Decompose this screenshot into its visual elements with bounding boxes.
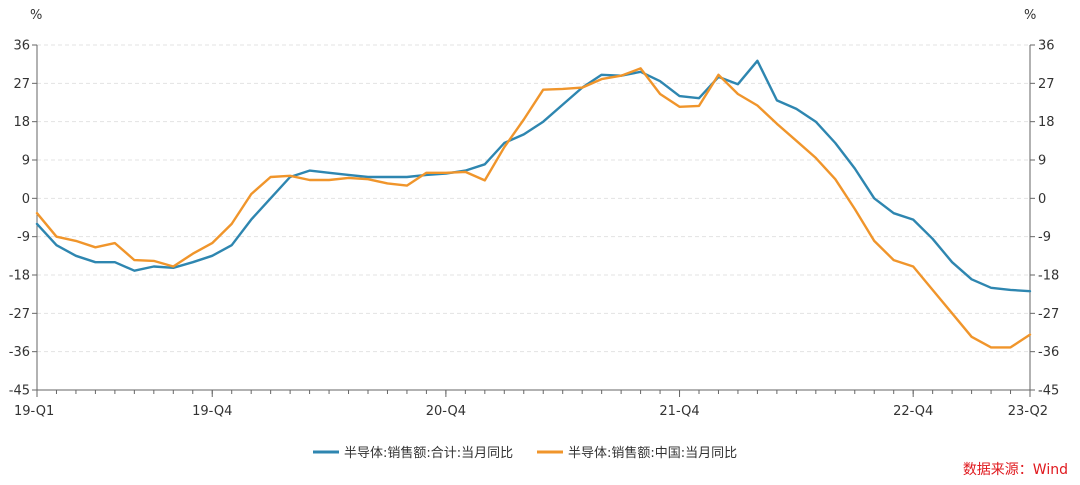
right-y-ticks: 36 27 18 9 0 -9 -18 -27 -36 -45 (1030, 39, 1059, 399)
legend-label-1: 半导体:销售额:合计:当月同比 (344, 445, 513, 461)
y-tick-label: -27 (9, 307, 30, 322)
y-tick-label: 27 (13, 77, 30, 92)
y-tick-label: 36 (13, 39, 30, 54)
y-tick-label: -36 (1038, 345, 1059, 360)
y-tick-label: -18 (9, 269, 30, 284)
gridlines (37, 44, 1030, 391)
x-tick-label: 23-Q2 (1008, 404, 1048, 419)
x-tick-label: 20-Q4 (426, 404, 466, 419)
series-line-1 (35, 59, 1032, 293)
y-tick-label: -45 (1038, 384, 1059, 399)
y-tick-label: 9 (1038, 154, 1046, 169)
y-tick-label: -9 (17, 230, 30, 245)
y-tick-label: 0 (22, 192, 30, 207)
axes (36, 45, 1031, 391)
y-tick-label: -45 (9, 384, 30, 399)
y-tick-label: -27 (1038, 307, 1059, 322)
y-tick-label: -9 (1038, 230, 1051, 245)
legend: 半导体:销售额:合计:当月同比 半导体:销售额:中国:当月同比 (313, 445, 737, 461)
y-tick-label: 36 (1038, 39, 1055, 54)
series-lines (35, 59, 1032, 349)
left-y-ticks: 36 27 18 9 0 -9 -18 -27 -36 -45 (9, 39, 37, 399)
y-tick-label: -36 (9, 345, 30, 360)
x-tick-label: 21-Q4 (659, 404, 699, 419)
x-tick-label: 19-Q1 (14, 404, 54, 419)
source-label: 数据来源：Wind (962, 462, 1068, 478)
series-line-2 (35, 67, 1032, 349)
x-tick-label: 19-Q4 (192, 404, 232, 419)
y-tick-label: 18 (1038, 115, 1055, 130)
y-tick-label: 0 (1038, 192, 1046, 207)
y-tick-label: 9 (22, 154, 30, 169)
legend-label-2: 半导体:销售额:中国:当月同比 (568, 445, 737, 461)
y-tick-label: 18 (13, 115, 30, 130)
y-tick-label: 27 (1038, 77, 1055, 92)
left-axis-unit: % (30, 8, 42, 23)
x-ticks: 19-Q1 19-Q4 20-Q4 21-Q4 22-Q4 23-Q2 (14, 390, 1048, 419)
y-tick-label: -18 (1038, 269, 1059, 284)
right-axis-unit: % (1024, 8, 1036, 23)
x-tick-label: 22-Q4 (893, 404, 933, 419)
